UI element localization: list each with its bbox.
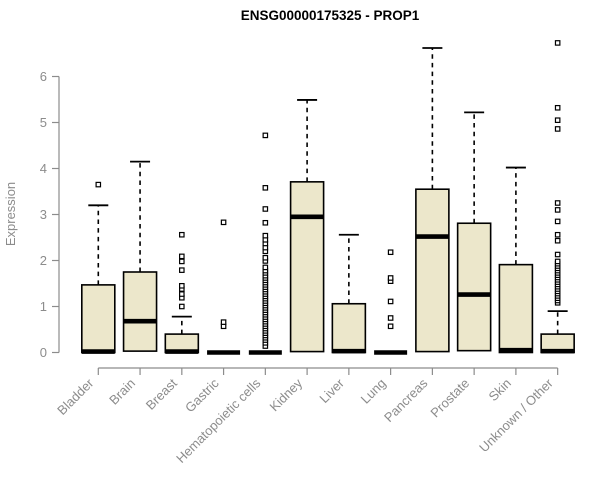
boxplot-lung xyxy=(374,249,408,355)
x-tick-label-lung: Lung xyxy=(358,376,389,407)
outlier-point xyxy=(179,267,185,273)
outlier-point xyxy=(554,200,561,206)
x-tick-label-liver: Liver xyxy=(316,375,347,406)
y-tick-label: 3 xyxy=(40,207,47,222)
outlier-point xyxy=(554,258,561,265)
outlier-point xyxy=(554,126,561,132)
boxplot-pancreas xyxy=(415,47,450,353)
outlier-point xyxy=(387,298,394,305)
outlier-point xyxy=(220,319,227,325)
outlier-point xyxy=(554,237,561,244)
box-rect xyxy=(456,222,492,352)
boxplot-prostate xyxy=(456,111,492,352)
x-tick-label-brain: Brain xyxy=(106,376,138,408)
outlier-point xyxy=(179,258,185,265)
boxplot-breast xyxy=(164,231,200,354)
outlier-point xyxy=(262,219,269,226)
outlier-point xyxy=(554,117,561,124)
outlier-point xyxy=(220,219,227,226)
y-tick-label: 0 xyxy=(40,345,47,360)
outlier-point xyxy=(262,185,269,191)
outlier-point xyxy=(554,251,561,258)
outlier-point xyxy=(262,132,269,139)
y-tick-label: 5 xyxy=(40,115,47,130)
outlier-point xyxy=(262,206,269,212)
box-rect xyxy=(122,271,158,352)
boxplot-bladder xyxy=(81,181,116,354)
boxplot-unknown-other xyxy=(540,40,575,354)
box-rect xyxy=(81,284,116,354)
outlier-point xyxy=(262,254,269,261)
y-axis-label: Expression xyxy=(3,182,18,246)
outlier-point xyxy=(554,218,561,225)
x-tick-label-skin: Skin xyxy=(486,376,514,404)
outlier-point xyxy=(387,315,394,321)
outlier-point xyxy=(262,264,269,271)
x-tick-label-unknown-other: Unknown / Other xyxy=(476,375,556,455)
box-rect xyxy=(415,188,450,353)
box-rect xyxy=(289,181,325,353)
boxplot-gastric xyxy=(207,219,241,355)
outlier-point xyxy=(179,253,185,260)
boxplot-skin xyxy=(498,166,534,354)
outlier-point xyxy=(387,323,394,330)
outlier-point xyxy=(179,303,185,310)
y-axis: 0 1 2 3 4 5 6 xyxy=(40,69,60,360)
boxplot-kidney xyxy=(289,99,325,353)
outlier-point xyxy=(179,231,185,238)
outlier-point xyxy=(554,207,561,213)
outlier-point xyxy=(554,40,561,46)
y-tick-label: 6 xyxy=(40,69,47,84)
y-tick-label: 1 xyxy=(40,299,47,314)
outlier-point xyxy=(262,232,269,239)
y-tick-label: 2 xyxy=(40,253,47,268)
x-tick-label-gastric: Gastric xyxy=(182,375,222,415)
outlier-point xyxy=(179,283,185,289)
outlier-point xyxy=(554,231,561,238)
x-tick-label-kidney: Kidney xyxy=(267,375,306,414)
chart-title: ENSG00000175325 - PROP1 xyxy=(241,8,420,23)
x-tick-label-breast: Breast xyxy=(143,375,180,412)
x-tick-label-prostate: Prostate xyxy=(427,376,472,421)
outlier-point xyxy=(554,104,561,111)
outlier-point xyxy=(387,275,394,281)
outlier-point xyxy=(95,181,102,188)
boxplot-brain xyxy=(122,160,158,352)
y-tick-label: 4 xyxy=(40,161,47,176)
box-rect xyxy=(331,302,367,354)
outlier-point xyxy=(179,291,185,297)
boxplot-hematopoietic-cells xyxy=(248,132,282,355)
x-tick-label-bladder: Bladder xyxy=(54,375,97,418)
x-tick-label-pancreas: Pancreas xyxy=(381,375,431,425)
box-rect xyxy=(498,263,534,354)
outlier-point xyxy=(387,249,394,256)
boxplot-liver xyxy=(331,233,367,354)
